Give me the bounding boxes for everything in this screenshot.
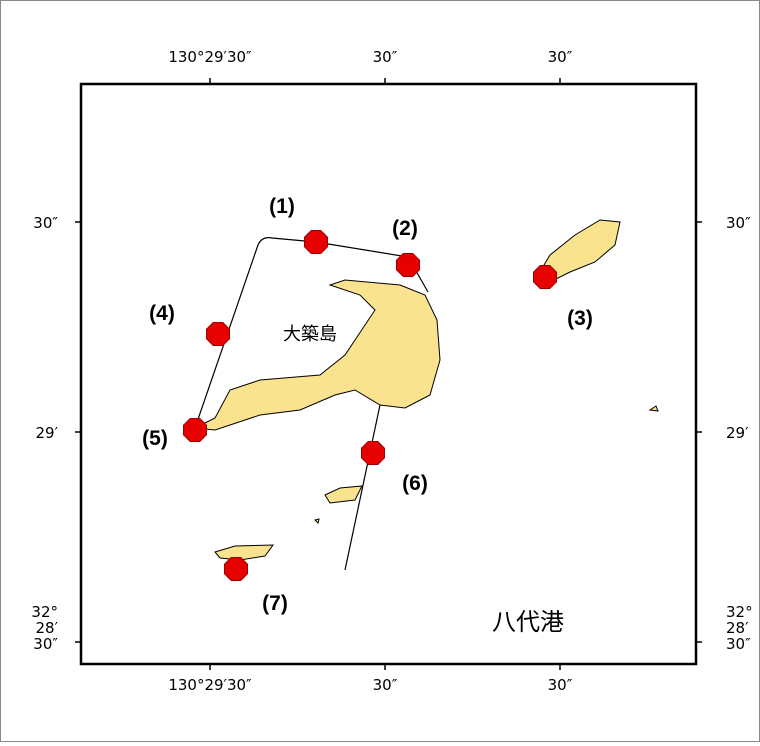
- point-label: (5): [142, 427, 168, 450]
- right-label: 29′: [726, 424, 749, 442]
- point-label: (6): [402, 472, 428, 495]
- point-label: (2): [392, 217, 418, 240]
- ticks: [75, 78, 702, 670]
- bottom-label: 30″: [548, 676, 573, 694]
- markers: [183, 230, 557, 581]
- point-label: (4): [149, 302, 175, 325]
- bottom-label: 30″: [373, 676, 398, 694]
- station-marker: [361, 441, 385, 465]
- left-label: 32°: [31, 603, 58, 621]
- station-marker: [224, 557, 248, 581]
- right-label: 28′: [726, 619, 749, 637]
- top-label: 130°29′30″: [168, 48, 252, 66]
- station-marker: [304, 230, 328, 254]
- left-label: 30″: [33, 214, 58, 232]
- right-label: 30″: [726, 635, 751, 653]
- right-label: 32°: [726, 603, 753, 621]
- island-label: 大築島: [283, 324, 337, 345]
- routes: [194, 237, 429, 571]
- labels: 130°29′30″ 130°29′30″ 30″ 30″ 30″ 30″ 30″ 30″ 29…: [31, 48, 752, 694]
- islands: [193, 219, 659, 561]
- bottom-label: 130°29′30″: [168, 676, 252, 694]
- station-marker: [396, 253, 420, 277]
- top-label: 30″: [548, 48, 573, 66]
- left-label: 29′: [36, 424, 59, 442]
- left-label: 28′: [36, 619, 59, 637]
- station-marker: [183, 418, 207, 442]
- point-label: (3): [567, 307, 593, 330]
- left-label: 30″: [33, 635, 58, 653]
- station-marker: [533, 265, 557, 289]
- point-label: (1): [269, 195, 295, 218]
- point-label: (7): [262, 592, 288, 615]
- right-label: 30″: [726, 214, 751, 232]
- top-label: 30″: [373, 48, 398, 66]
- station-marker: [206, 322, 230, 346]
- port-label: 八代港: [492, 608, 564, 636]
